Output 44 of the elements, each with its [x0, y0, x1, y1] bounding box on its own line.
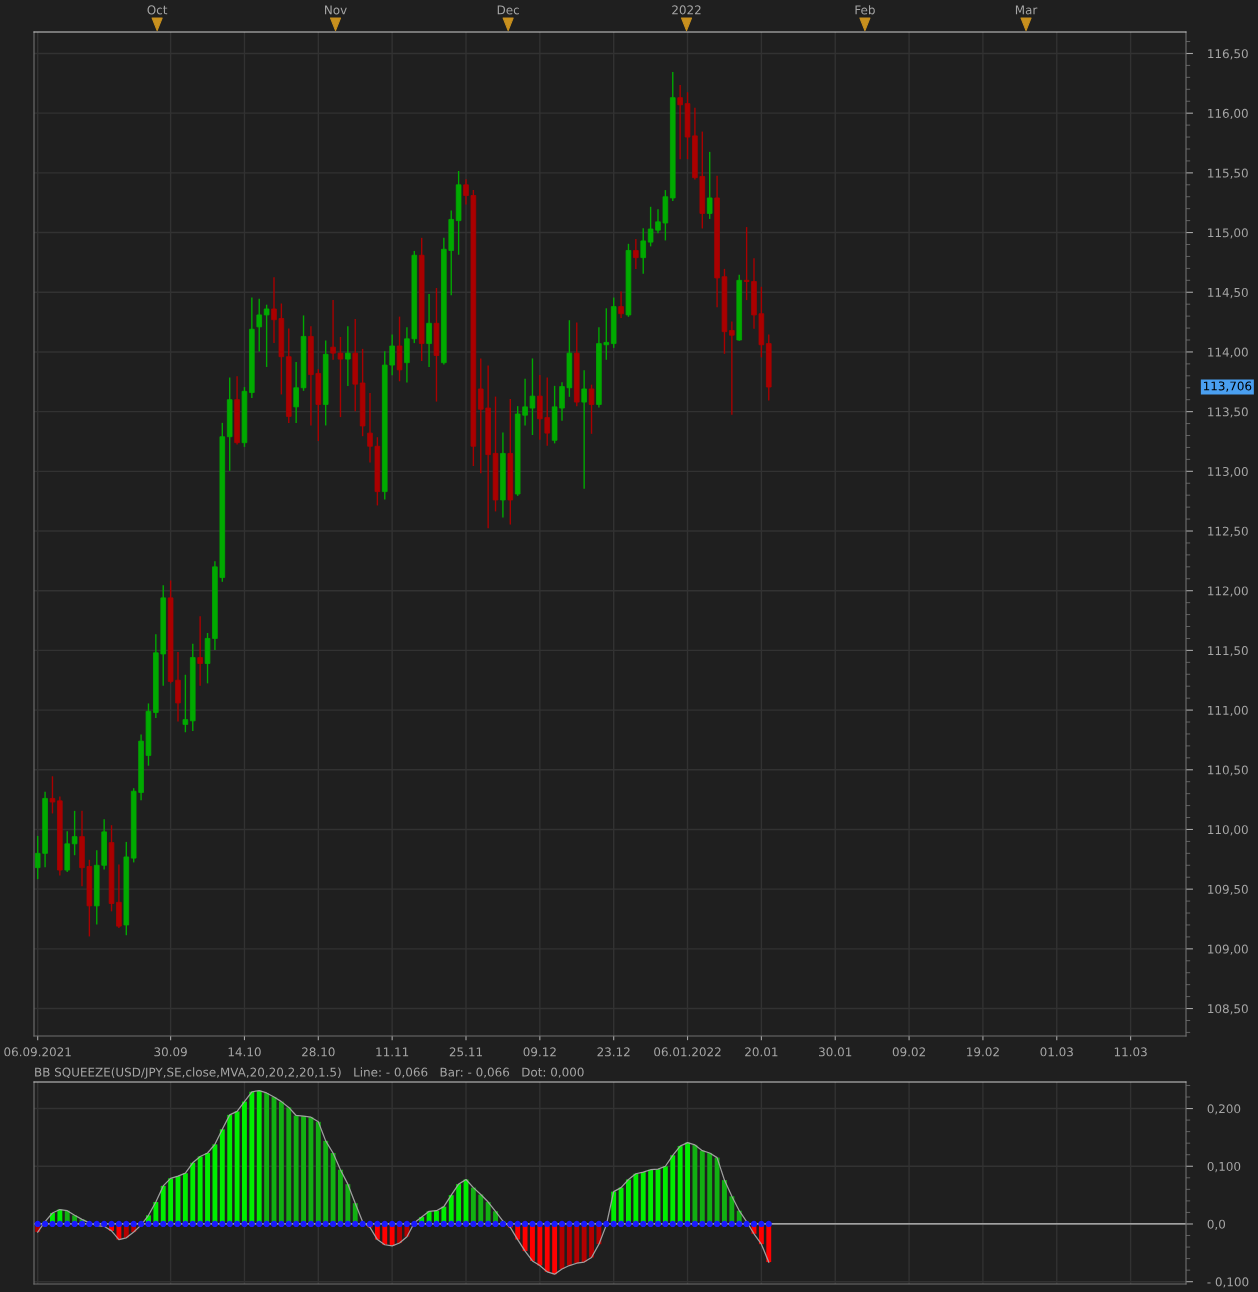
y-tick-label: 111,50 [1208, 646, 1248, 657]
y-tick-label: - 0,100 [1207, 1277, 1249, 1288]
x-tick-label: 28.10 [302, 1047, 335, 1057]
x-tick-label: 30.01 [819, 1047, 852, 1057]
y-tick-label: 0,0 [1207, 1219, 1226, 1230]
y-tick-label: 115,50 [1208, 168, 1248, 179]
x2-tick-label: Dec [497, 5, 519, 15]
x-tick-label: 23.12 [597, 1047, 630, 1057]
y-tick-label: 110,50 [1208, 765, 1248, 776]
y-tick-label: 114,00 [1208, 347, 1248, 358]
y-tick-label: 109,00 [1208, 944, 1248, 955]
y-tick-label: 116,50 [1208, 49, 1248, 60]
x-tick-label: 11.11 [376, 1047, 409, 1057]
x-tick-label: 20.01 [745, 1047, 778, 1057]
x-tick-label: 09.02 [892, 1047, 925, 1057]
x2-tick-label: 2022 [672, 5, 701, 15]
x-tick-label: 30.09 [154, 1047, 187, 1057]
text: 113,706 [1203, 381, 1252, 392]
y-tick-label: 115,00 [1208, 228, 1248, 239]
x-tick-label: 19.02 [967, 1047, 999, 1057]
x-tick-label: 01.03 [1040, 1047, 1073, 1057]
x-tick-label: 25.11 [449, 1047, 482, 1057]
y-tick-label: 113,50 [1208, 407, 1248, 418]
x2-tick-label: Nov [325, 5, 347, 15]
x-tick-label: 11.03 [1114, 1047, 1147, 1057]
y-tick-label: 112,50 [1208, 526, 1248, 537]
y-tick-label: 0,100 [1207, 1161, 1241, 1173]
x2-tick-label: Feb [855, 5, 875, 15]
y-tick-label: 108,50 [1208, 1004, 1248, 1015]
x-tick-label: 06.09.2021 [4, 1047, 71, 1057]
chart-title: BB SQUEEZE(USD/JPY,SE,close,MVA,20,20,2,20,1.5) Line: - 0,066 Bar: - 0,066 Dot: 0,000 [35, 1067, 584, 1079]
y-tick-label: 0,200 [1207, 1104, 1241, 1115]
x2-tick-label: Mar [1015, 5, 1038, 15]
x2-tick-label: Oct [147, 5, 168, 15]
y-tick-label: 109,50 [1208, 884, 1248, 896]
y-tick-label: 111,00 [1208, 705, 1248, 717]
y-tick-label: 116,00 [1208, 108, 1248, 120]
x-tick-label: 06.01.2022 [654, 1047, 721, 1057]
x-tick-label: 14.10 [228, 1047, 261, 1057]
y-tick-label: 110,00 [1208, 825, 1248, 836]
y-tick-label: 113,00 [1208, 467, 1248, 478]
y-tick-label: 114,50 [1208, 287, 1248, 299]
y-tick-label: 112,00 [1208, 586, 1248, 597]
x-tick-label: 09.12 [523, 1047, 556, 1057]
